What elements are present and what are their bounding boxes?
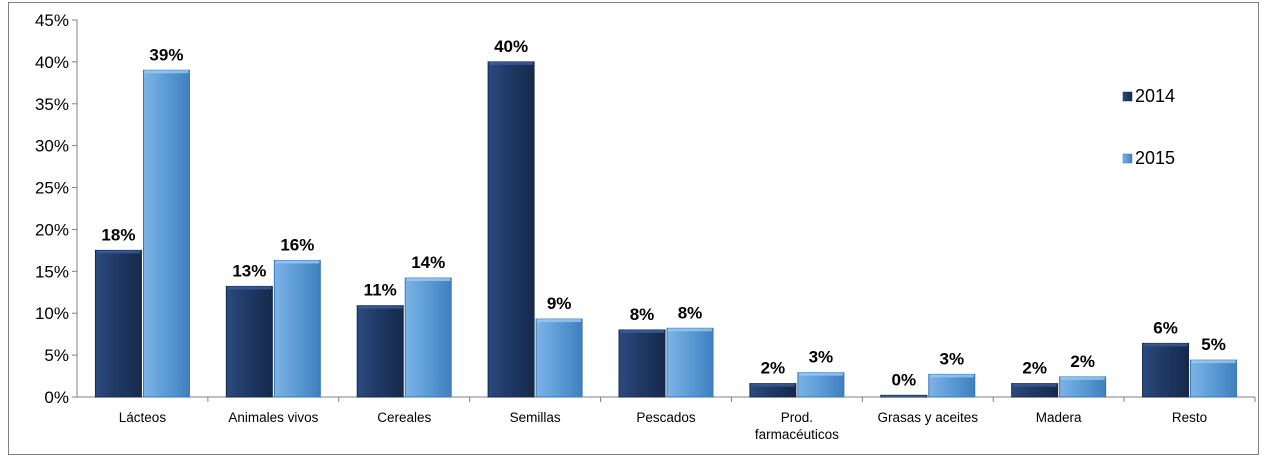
legend-swatch-2015	[1122, 153, 1133, 164]
bar-highlight	[406, 278, 451, 282]
bar-2015-1	[273, 259, 321, 398]
bar-2015-4	[666, 327, 714, 398]
bar-highlight	[620, 329, 664, 333]
category-label: Prod. farmacéuticos	[755, 410, 839, 442]
bar-2015-3	[535, 318, 583, 398]
data-label-2015-2: 14%	[411, 253, 445, 272]
legend-label-2014: 2014	[1135, 86, 1175, 106]
bar-2014-8	[1142, 342, 1190, 398]
x-axis: Lácteos Animales vivos Cereales Semillas Pes…	[77, 396, 1256, 442]
data-label-2014-7: 2%	[1022, 359, 1047, 378]
bar-highlight	[881, 395, 926, 397]
bar-2014-0	[94, 249, 142, 398]
y-tick-label: 0%	[44, 388, 69, 407]
bar-highlight	[1191, 360, 1236, 364]
bar-highlight	[1060, 376, 1105, 380]
category-label: Semillas	[510, 410, 561, 425]
category-label: Resto	[1172, 410, 1207, 425]
category-label: Madera	[1036, 410, 1082, 425]
y-tick-label: 25%	[35, 179, 69, 198]
bar-2014-2	[356, 305, 404, 398]
legend-label-2015: 2015	[1135, 148, 1175, 168]
bars	[94, 61, 1238, 398]
y-tick-label: 35%	[35, 95, 69, 114]
bar-highlight	[227, 286, 272, 290]
data-label-2014-8: 6%	[1153, 318, 1178, 337]
y-tick-label: 5%	[44, 346, 69, 365]
bar-2015-7	[1059, 376, 1107, 398]
data-label-2015-3: 9%	[547, 294, 572, 313]
bar-2015-5	[797, 372, 845, 398]
bar-highlight	[489, 61, 534, 65]
bar-2015-6	[928, 373, 976, 398]
data-label-2014-4: 8%	[630, 305, 655, 324]
data-label-2015-1: 16%	[280, 235, 314, 254]
bar-highlight	[144, 70, 189, 74]
y-tick-label: 30%	[35, 137, 69, 156]
data-label-2015-6: 3%	[939, 349, 964, 368]
category-label: Pescados	[636, 410, 696, 425]
data-label-2014-2: 11%	[364, 281, 397, 300]
bar-2015-8	[1190, 359, 1238, 398]
y-axis: 0% 5% 10% 15% 20% 25% 30% 35% 40% 45%	[35, 11, 78, 407]
data-label-2014-5: 2%	[761, 359, 786, 378]
bar-2014-1	[225, 285, 273, 398]
data-labels: 18% 13% 11% 40% 8% 2% 0% 2% 6% 39% 16% 14% 9% 8% 3% 3% 2…	[101, 37, 1225, 389]
bar-highlight	[798, 372, 843, 376]
y-tick-label: 45%	[35, 11, 69, 30]
bar-2014-3	[487, 61, 535, 398]
data-label-2015-8: 5%	[1201, 335, 1226, 354]
legend: 2014 2015	[1122, 86, 1175, 168]
bar-2015-0	[142, 69, 190, 398]
y-tick-label: 20%	[35, 220, 69, 239]
data-label-2014-0: 18%	[101, 225, 135, 244]
category-label: Animales vivos	[228, 410, 318, 425]
bar-highlight	[1012, 383, 1057, 387]
bar-highlight	[929, 374, 974, 378]
y-tick-label: 15%	[35, 262, 69, 281]
bar-highlight	[275, 260, 320, 264]
data-label-2015-4: 8%	[678, 303, 703, 322]
bar-highlight	[537, 319, 582, 323]
bar-highlight	[96, 250, 141, 254]
category-label: Lácteos	[119, 410, 167, 425]
data-label-2015-5: 3%	[809, 348, 834, 367]
data-label-2015-0: 39%	[149, 45, 183, 64]
bar-highlight	[358, 305, 403, 309]
bar-highlight	[1143, 343, 1188, 347]
y-tick-label: 10%	[35, 304, 69, 323]
y-tick-label: 40%	[35, 53, 69, 72]
bar-highlight	[668, 328, 712, 332]
data-label-2014-6: 0%	[891, 370, 916, 389]
bar-2015-2	[404, 277, 452, 398]
bar-2014-4	[618, 329, 666, 398]
data-label-2015-7: 2%	[1070, 352, 1095, 371]
data-label-2014-3: 40%	[494, 37, 528, 56]
category-label: Grasas y aceites	[878, 410, 979, 425]
legend-swatch-2014	[1122, 91, 1133, 102]
category-label: Cereales	[377, 410, 431, 425]
data-label-2014-1: 13%	[232, 261, 266, 280]
bar-highlight	[750, 383, 795, 387]
